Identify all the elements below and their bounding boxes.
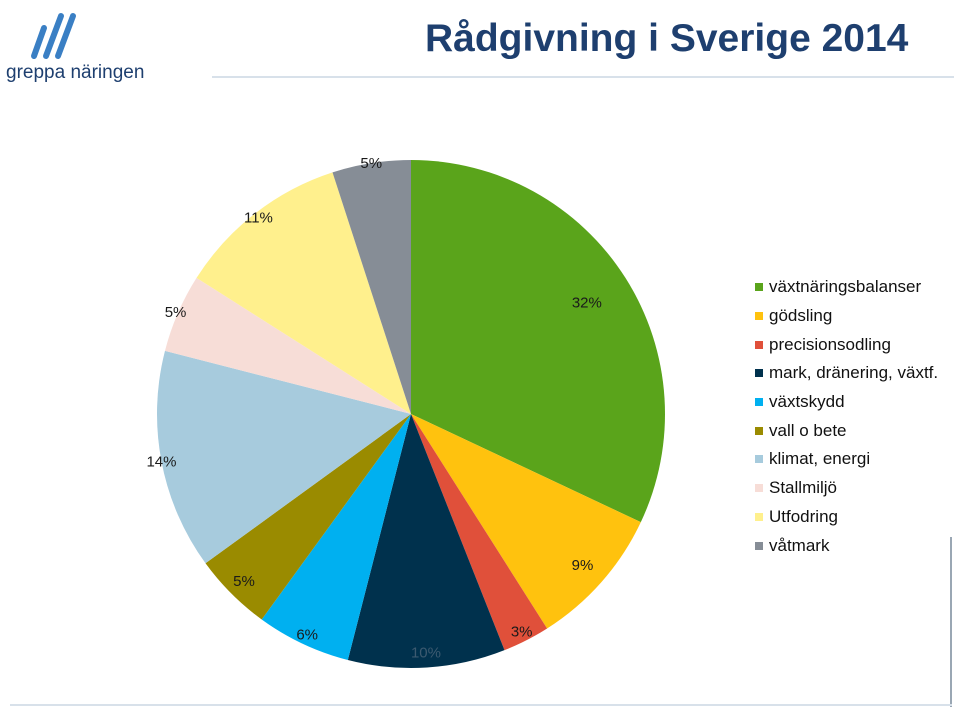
- logo-mark-icon: [31, 13, 76, 59]
- legend-item-4: mark, dränering, växtf.: [755, 359, 938, 388]
- pie-slices: [157, 160, 665, 668]
- legend-item-3: precisionsodling: [755, 330, 938, 359]
- legend-label: Stallmiljö: [769, 478, 838, 498]
- legend-item-9: Utfodring: [755, 503, 938, 532]
- legend-item-10: våtmark: [755, 531, 938, 560]
- legend-swatch-icon: [755, 340, 763, 349]
- legend-label: växtskydd: [769, 392, 845, 412]
- chart-legend: växtnäringsbalanser gödsling precisionsodl…: [755, 273, 938, 560]
- pie-slice-10: [332, 160, 411, 414]
- legend-item-7: klimat, energi: [755, 445, 938, 474]
- greppa-naringen-logo: greppa näringen: [6, 13, 144, 83]
- pie-slice-9: [196, 172, 411, 414]
- pie-label-2: 9%: [572, 557, 594, 574]
- legend-label: precisionsodling: [769, 334, 891, 354]
- legend-label: Utfodring: [769, 506, 838, 526]
- pie-label-6: 5%: [233, 573, 255, 590]
- legend-swatch-icon: [755, 426, 763, 435]
- bottom-divider: [10, 704, 952, 706]
- legend-item-6: vall o bete: [755, 416, 938, 445]
- pie-slice-2: [411, 414, 641, 629]
- pie-slice-3: [411, 414, 548, 651]
- legend-swatch-icon: [755, 283, 763, 292]
- legend-label: våtmark: [769, 535, 830, 555]
- right-frame-line: [950, 537, 952, 707]
- pie-label-8: 5%: [165, 304, 187, 321]
- legend-label: klimat, energi: [769, 449, 871, 469]
- page-title: Rådgivning i Sverige 2014: [425, 17, 909, 60]
- legend-swatch-icon: [755, 312, 763, 321]
- legend-label: vall o bete: [769, 420, 847, 440]
- pie-label-7: 14%: [146, 454, 176, 471]
- legend-swatch-icon: [755, 455, 763, 464]
- logo-wordmark: greppa näringen: [6, 62, 144, 83]
- pie-label-10: 5%: [360, 155, 382, 172]
- pie-label-4: 10%: [411, 644, 441, 661]
- legend-item-2: gödsling: [755, 302, 938, 331]
- legend-swatch-icon: [755, 484, 763, 493]
- legend-label: mark, dränering, växtf.: [769, 363, 939, 383]
- pie-slice-7: [157, 350, 411, 564]
- pie-label-5: 6%: [296, 627, 318, 644]
- legend-swatch-icon: [755, 398, 763, 407]
- pie-label-9: 11%: [244, 209, 273, 226]
- legend-item-1: växtnäringsbalanser: [755, 273, 938, 302]
- pie-label-1: 32%: [572, 294, 602, 311]
- legend-swatch-icon: [755, 512, 763, 521]
- legend-label: gödsling: [769, 306, 833, 326]
- legend-label: växtnäringsbalanser: [769, 277, 922, 297]
- legend-swatch-icon: [755, 369, 763, 378]
- legend-item-8: Stallmiljö: [755, 474, 938, 503]
- pie-slice-5: [261, 414, 411, 661]
- title-divider: [212, 76, 954, 78]
- legend-swatch-icon: [755, 541, 763, 550]
- pie-slice-6: [205, 414, 411, 620]
- legend-item-5: växtskydd: [755, 388, 938, 417]
- pie-slice-8: [164, 277, 411, 414]
- pie-data-labels: 32% 9% 3% 10% 6% 5% 14% 5% 11% 5%: [146, 155, 601, 661]
- pie-label-3: 3%: [511, 623, 533, 640]
- pie-slice-1: [411, 160, 665, 523]
- pie-slice-4: [347, 414, 505, 668]
